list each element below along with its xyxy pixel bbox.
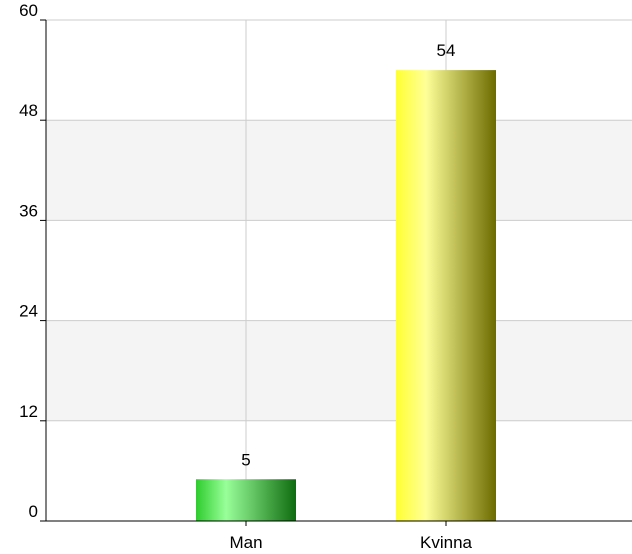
y-tick-label: 12 (19, 402, 38, 421)
data-label: 5 (241, 450, 250, 469)
x-category-label: Kvinna (420, 533, 473, 552)
band (46, 120, 632, 221)
y-tick-label: 60 (19, 1, 38, 20)
y-tick-label: 48 (19, 101, 38, 120)
y-tick-label: 0 (29, 502, 38, 521)
y-tick-labels: 0 12 24 36 48 60 (19, 1, 38, 521)
bars (196, 70, 496, 521)
gridlines (40, 19, 632, 526)
x-category-label: Man (229, 533, 262, 552)
band (46, 320, 632, 421)
y-tick-label: 24 (19, 302, 38, 321)
bar-kvinna (396, 70, 496, 521)
axes (40, 20, 632, 522)
data-labels: 5 54 (241, 41, 455, 469)
bar-man (196, 479, 296, 521)
y-tick-label: 36 (19, 201, 38, 220)
background-bands (46, 120, 632, 421)
x-category-labels: Man Kvinna (229, 533, 472, 552)
data-label: 54 (437, 41, 456, 60)
